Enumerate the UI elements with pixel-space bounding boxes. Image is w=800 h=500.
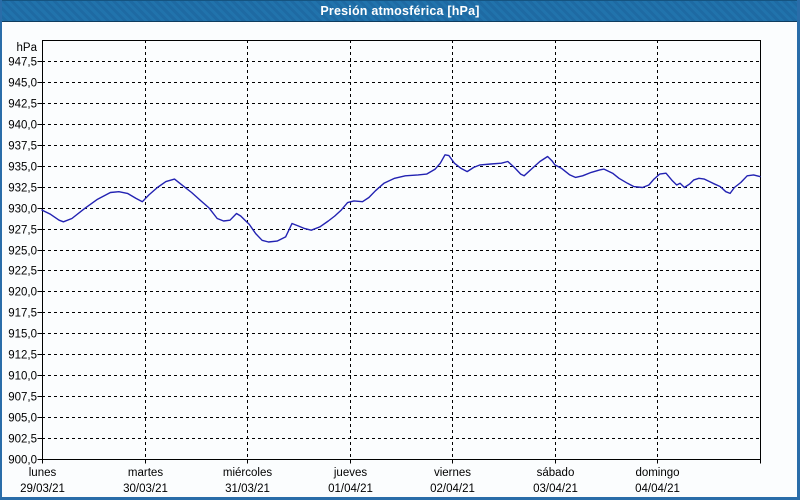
svg-text:03/04/21: 03/04/21 bbox=[533, 483, 578, 495]
svg-text:viernes: viernes bbox=[434, 467, 471, 479]
svg-text:912,5: 912,5 bbox=[8, 350, 37, 362]
svg-text:lunes: lunes bbox=[29, 467, 57, 479]
svg-text:900,0: 900,0 bbox=[8, 455, 37, 467]
svg-text:915,0: 915,0 bbox=[8, 329, 37, 341]
svg-text:937,5: 937,5 bbox=[8, 141, 37, 153]
window-title: Presión atmosférica [hPa] bbox=[320, 4, 480, 18]
svg-text:29/03/21: 29/03/21 bbox=[20, 483, 65, 495]
svg-text:910,0: 910,0 bbox=[8, 371, 37, 383]
svg-text:927,5: 927,5 bbox=[8, 225, 37, 237]
svg-text:02/04/21: 02/04/21 bbox=[430, 483, 475, 495]
svg-text:hPa: hPa bbox=[17, 42, 38, 54]
svg-text:932,5: 932,5 bbox=[8, 183, 37, 195]
svg-text:905,0: 905,0 bbox=[8, 413, 37, 425]
svg-text:935,0: 935,0 bbox=[8, 162, 37, 174]
svg-text:30/03/21: 30/03/21 bbox=[123, 483, 168, 495]
plot-frame bbox=[42, 40, 761, 460]
svg-text:940,0: 940,0 bbox=[8, 120, 37, 132]
svg-text:miércoles: miércoles bbox=[223, 467, 272, 479]
svg-text:920,0: 920,0 bbox=[8, 287, 37, 299]
svg-text:04/04/21: 04/04/21 bbox=[635, 483, 680, 495]
svg-text:942,5: 942,5 bbox=[8, 99, 37, 111]
svg-text:945,0: 945,0 bbox=[8, 78, 37, 90]
svg-text:domingo: domingo bbox=[635, 467, 679, 479]
svg-text:jueves: jueves bbox=[333, 467, 367, 479]
svg-text:31/03/21: 31/03/21 bbox=[225, 483, 270, 495]
svg-text:902,5: 902,5 bbox=[8, 434, 37, 446]
svg-text:925,0: 925,0 bbox=[8, 246, 37, 258]
x-axis-labels: lunes 29/03/21 martes 30/03/21 miércoles 31/0… bbox=[20, 467, 680, 495]
svg-text:martes: martes bbox=[128, 467, 163, 479]
title-bar: Presión atmosférica [hPa] bbox=[2, 0, 797, 22]
svg-text:917,5: 917,5 bbox=[8, 308, 37, 320]
svg-text:947,5: 947,5 bbox=[8, 57, 37, 69]
y-axis-labels: 947,5 945,0 942,5 940,0 937,5 935,0 932,5 930,0… bbox=[8, 42, 37, 467]
pressure-line bbox=[41, 154, 761, 243]
svg-text:922,5: 922,5 bbox=[8, 266, 37, 278]
svg-text:930,0: 930,0 bbox=[8, 204, 37, 216]
svg-text:sábado: sábado bbox=[537, 467, 575, 479]
svg-text:01/04/21: 01/04/21 bbox=[328, 483, 373, 495]
svg-text:907,5: 907,5 bbox=[8, 392, 37, 404]
gridlines bbox=[37, 40, 761, 464]
